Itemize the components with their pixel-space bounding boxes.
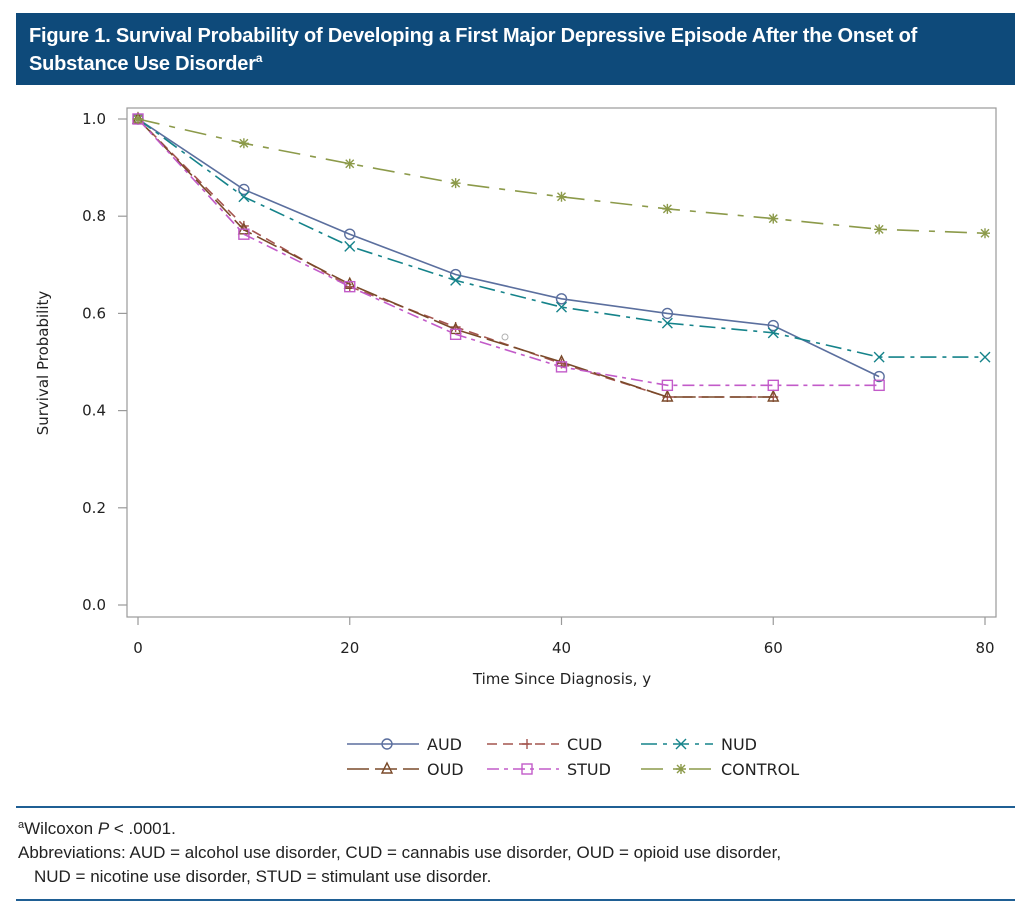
- legend-item-aud: AUD: [347, 735, 462, 754]
- data-point-control: [556, 191, 567, 202]
- data-point-nud: [344, 240, 356, 252]
- footnote-top-rule: [16, 806, 1015, 808]
- data-point-nud: [873, 351, 885, 363]
- legend-marker-oud: [380, 761, 394, 774]
- data-point-aud: [344, 228, 356, 240]
- series-line-aud: [137, 118, 880, 378]
- data-point-control: [662, 203, 673, 214]
- series-stud: [132, 113, 885, 392]
- wilcoxon-suffix: < .0001.: [109, 819, 176, 838]
- data-point-stud: [661, 379, 674, 392]
- y-tick-label: 0.2: [82, 499, 106, 517]
- data-point-stud: [344, 280, 356, 293]
- x-tick-label: 0: [133, 639, 143, 657]
- series-line-nud: [137, 118, 985, 358]
- data-point-nud: [767, 327, 779, 339]
- figure-title-text: Figure 1. Survival Probability of Develo…: [29, 25, 918, 75]
- data-point-nud: [661, 317, 673, 329]
- x-tick-label: 20: [340, 639, 359, 657]
- legend-label-cud: CUD: [567, 735, 602, 754]
- data-point-control: [133, 114, 143, 124]
- y-axis-label: Survival Probability: [34, 291, 52, 436]
- y-axis: 0.0 0.2 0.4 0.6 0.8 1.0: [82, 110, 127, 614]
- y-tick-label: 0.6: [82, 304, 106, 322]
- wilcoxon-p: P: [97, 819, 110, 838]
- series-line-control: [137, 118, 986, 234]
- stray-marker: [501, 333, 509, 341]
- data-point-nud: [238, 191, 250, 203]
- legend-label-control: CONTROL: [721, 760, 799, 779]
- footnote-bottom-rule: [16, 899, 1015, 901]
- x-tick-label: 40: [552, 639, 571, 657]
- x-tick-label: 80: [975, 639, 994, 657]
- footnote-block: aWilcoxon P < .0001. Abbreviations: AUD …: [18, 817, 781, 889]
- legend-item-cud: CUD: [487, 735, 602, 754]
- y-tick-label: 0.8: [82, 207, 106, 225]
- legend-label-aud: AUD: [427, 735, 462, 754]
- series-line-stud: [137, 118, 880, 387]
- data-point-stud: [873, 379, 885, 392]
- data-point-aud: [767, 319, 779, 332]
- data-point-oud: [661, 389, 674, 402]
- legend-item-nud: NUD: [641, 735, 757, 754]
- y-tick-label: 1.0: [82, 110, 106, 128]
- series-control: [133, 114, 990, 239]
- wilcoxon-note: aWilcoxon P < .0001.: [18, 817, 781, 841]
- data-point-control: [874, 224, 885, 235]
- legend-marker-control: [676, 764, 686, 774]
- legend-item-control: CONTROL: [641, 760, 799, 779]
- wilcoxon-prefix: Wilcoxon: [24, 819, 98, 838]
- y-tick-label: 0.0: [82, 596, 106, 614]
- data-point-stud: [555, 361, 568, 373]
- data-point-oud: [555, 354, 568, 367]
- data-point-aud: [238, 183, 250, 196]
- title-superscript: a: [255, 51, 263, 65]
- legend-marker-nud: [675, 738, 687, 750]
- data-point-oud: [343, 276, 356, 289]
- legend-item-stud: STUD: [487, 760, 611, 779]
- data-point-aud: [873, 370, 885, 383]
- legend: AUD CUD NUD OUD STUD CONTROL: [347, 735, 799, 779]
- y-tick-label: 0.4: [82, 402, 106, 420]
- data-point-aud: [555, 293, 568, 305]
- footnote-marker: a: [18, 819, 25, 831]
- legend-marker-aud: [381, 738, 393, 750]
- data-point-control: [980, 228, 990, 239]
- data-point-nud: [979, 351, 991, 363]
- series-layer: [131, 111, 991, 402]
- legend-label-nud: NUD: [721, 735, 757, 754]
- survival-chart: 0.0 0.2 0.4 0.6 0.8 1.0 0 20 40 60 80 Survival Pr…: [34, 107, 997, 779]
- legend-label-stud: STUD: [567, 760, 611, 779]
- data-point-control: [238, 138, 249, 149]
- series-aud: [132, 113, 885, 383]
- data-point-nud: [450, 274, 462, 286]
- data-point-stud: [767, 379, 779, 392]
- legend-label-oud: OUD: [427, 760, 464, 779]
- data-point-stud: [238, 228, 250, 240]
- data-point-stud: [449, 328, 462, 340]
- figure-title: Figure 1. Survival Probability of Develo…: [16, 13, 1015, 85]
- x-axis: 0 20 40 60 80: [133, 617, 995, 657]
- legend-marker-cud: [522, 739, 532, 749]
- data-point-nud: [556, 301, 567, 313]
- data-point-control: [768, 213, 779, 224]
- data-point-control: [344, 158, 355, 169]
- legend-item-oud: OUD: [347, 760, 464, 779]
- x-tick-label: 60: [764, 639, 783, 657]
- data-point-control: [450, 178, 461, 189]
- legend-marker-stud: [521, 763, 533, 775]
- x-axis-label: Time Since Diagnosis, y: [472, 670, 651, 688]
- abbreviations-line-2: NUD = nicotine use disorder, STUD = stim…: [34, 867, 492, 886]
- data-point-oud: [767, 389, 780, 402]
- data-point-aud: [661, 307, 674, 320]
- abbreviations-line-1: Abbreviations: AUD = alcohol use disorde…: [18, 843, 782, 862]
